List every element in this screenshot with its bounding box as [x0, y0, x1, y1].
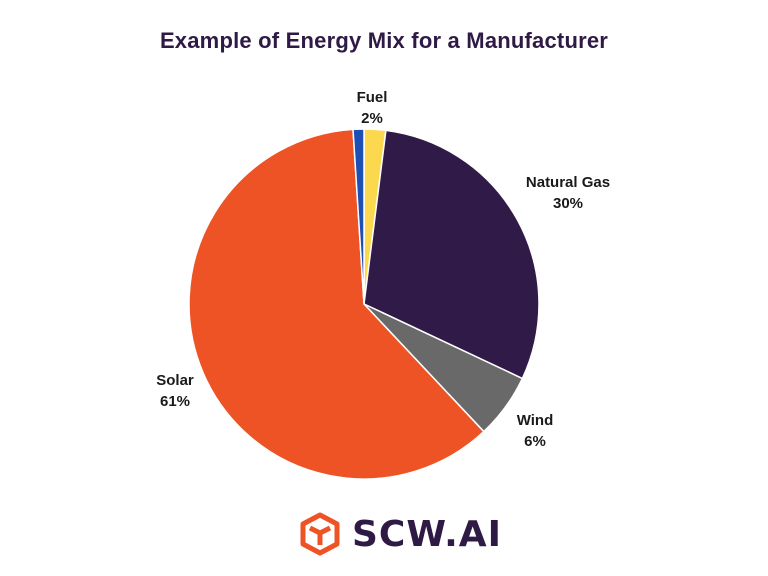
label-solar-value: 61% — [159, 393, 191, 410]
cube-logo-icon — [300, 512, 340, 556]
pie-slice-solar — [188, 128, 485, 480]
label-solar: Solar 61% — [140, 370, 210, 412]
label-natural-gas-value: 30% — [552, 195, 584, 212]
company-logo: SCW.AI — [300, 510, 502, 558]
label-wind: Wind 6% — [500, 410, 570, 452]
label-fuel: Fuel 2% — [342, 87, 402, 129]
label-natural-gas-name: Natural Gas — [525, 174, 611, 191]
logo-text: SCW.AI — [352, 513, 503, 555]
pie-slice-natural-gas — [363, 129, 540, 380]
label-wind-value: 6% — [524, 433, 546, 450]
label-solar-name: Solar — [156, 372, 194, 389]
label-natural-gas: Natural Gas 30% — [508, 172, 628, 214]
label-fuel-name: Fuel — [356, 89, 388, 106]
chart-title: Example of Energy Mix for a Manufacturer — [159, 28, 609, 53]
label-wind-name: Wind — [516, 412, 554, 429]
label-fuel-value: 2% — [361, 110, 383, 127]
pie-slice-other — [352, 128, 365, 305]
